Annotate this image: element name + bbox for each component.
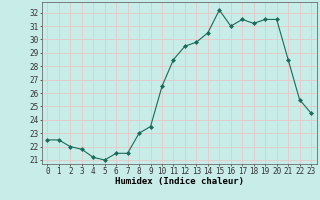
X-axis label: Humidex (Indice chaleur): Humidex (Indice chaleur) xyxy=(115,177,244,186)
